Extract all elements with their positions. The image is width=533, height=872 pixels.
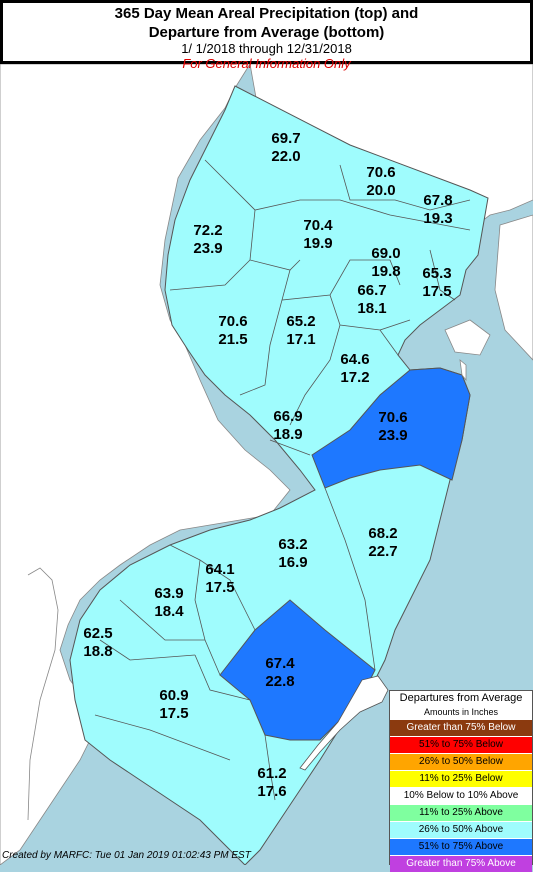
region-precip: 66.7 [357, 282, 387, 299]
title-line-1: 365 Day Mean Areal Precipitation (top) a… [114, 5, 419, 22]
region-value-label: 65.3 17.5 [412, 265, 462, 301]
region-departure: 17.5 [205, 579, 235, 596]
barrier-island [299, 675, 389, 771]
region-departure: 22.7 [368, 543, 398, 560]
legend-item: 51% to 75% Above [390, 838, 532, 855]
title-line-2: Departure from Average (bottom) [148, 24, 385, 41]
region-value-label: 70.6 20.0 [356, 164, 406, 200]
delaware-outline [27, 567, 59, 821]
legend-subtitle: Amounts in Inches [423, 707, 499, 717]
region-value-label: 67.4 22.8 [255, 655, 305, 691]
legend-item: 11% to 25% Above [390, 804, 532, 821]
region-value-label: 69.0 19.8 [361, 245, 411, 281]
region-departure: 18.4 [154, 603, 184, 620]
region-precip: 66.9 [273, 408, 303, 425]
region-departure: 22.8 [265, 673, 295, 690]
legend-item: 26% to 50% Below [390, 753, 532, 770]
region-precip: 70.6 [378, 409, 408, 426]
region-precip: 60.9 [159, 687, 189, 704]
region-value-label: 60.9 17.5 [149, 687, 199, 723]
region-departure: 17.1 [286, 331, 316, 348]
region-departure: 19.8 [371, 263, 401, 280]
region-precip: 64.6 [340, 351, 370, 368]
long-island-tip [494, 214, 533, 361]
region-departure: 17.2 [340, 369, 370, 386]
region-precip: 65.2 [286, 313, 316, 330]
region-precip: 72.2 [193, 222, 223, 239]
region-departure: 23.9 [378, 427, 408, 444]
region-departure: 18.8 [83, 643, 113, 660]
region-precip: 67.4 [265, 655, 295, 672]
legend-item: 10% Below to 10% Above [390, 787, 532, 804]
legend-item: 51% to 75% Below [390, 736, 532, 753]
legend-item: Greater than 75% Below [390, 719, 532, 736]
region-precip: 68.2 [368, 525, 398, 542]
region-departure: 18.1 [357, 300, 387, 317]
region-value-label: 70.6 23.9 [368, 409, 418, 445]
region-precip: 70.6 [366, 164, 396, 181]
region-precip: 70.4 [303, 217, 333, 234]
region-departure: 18.9 [273, 426, 303, 443]
region-value-label: 72.2 23.9 [183, 222, 233, 258]
region-precip: 69.7 [271, 130, 301, 147]
region-departure: 21.5 [218, 331, 248, 348]
region-value-label: 69.7 22.0 [261, 130, 311, 166]
footer-credit: Created by MARFC: Tue 01 Jan 2019 01:02:… [2, 850, 251, 861]
sandy-hook [459, 359, 467, 382]
region-departure: 23.9 [193, 240, 223, 257]
region-departure: 19.3 [423, 210, 453, 227]
region-value-label: 64.6 17.2 [330, 351, 380, 387]
region-precip: 70.6 [218, 313, 248, 330]
region-departure: 16.9 [278, 554, 308, 571]
legend-item: 26% to 50% Above [390, 821, 532, 838]
region-value-label: 67.8 19.3 [413, 192, 463, 228]
staten-island [444, 319, 491, 356]
region-value-label: 63.2 16.9 [268, 536, 318, 572]
region-departure: 17.6 [257, 783, 287, 800]
region-precip: 62.5 [83, 625, 113, 642]
date-range: 1/ 1/2018 through 12/31/2018 [181, 41, 352, 56]
region-value-label: 66.9 18.9 [263, 408, 313, 444]
region-precip: 69.0 [371, 245, 401, 262]
region-precip: 65.3 [422, 265, 452, 282]
region-departure: 19.9 [303, 235, 333, 252]
neighbor-land [0, 63, 291, 865]
region-value-label: 70.4 19.9 [293, 217, 343, 253]
region-value-label: 62.5 18.8 [73, 625, 123, 661]
region-precip: 61.2 [257, 765, 287, 782]
region-value-label: 65.2 17.1 [276, 313, 326, 349]
region-departure: 17.5 [422, 283, 452, 300]
region-precip: 64.1 [205, 561, 235, 578]
monmouth-region [311, 367, 471, 489]
region-value-label: 66.7 18.1 [347, 282, 397, 318]
region-precip: 63.2 [278, 536, 308, 553]
region-value-label: 63.9 18.4 [144, 585, 194, 621]
region-value-label: 64.1 17.5 [195, 561, 245, 597]
map-legend: Departures from Average Amounts in Inche… [389, 690, 533, 872]
legend-item: 11% to 25% Below [390, 770, 532, 787]
region-departure: 17.5 [159, 705, 189, 722]
region-precip: 63.9 [154, 585, 184, 602]
map-title-box: 365 Day Mean Areal Precipitation (top) a… [0, 0, 533, 71]
region-departure: 20.0 [366, 182, 396, 199]
region-departure: 22.0 [271, 148, 301, 165]
county-lines [94, 159, 471, 801]
region-value-label: 70.6 21.5 [208, 313, 258, 349]
region-value-label: 61.2 17.6 [247, 765, 297, 801]
legend-item: Greater than 75% Above [390, 855, 532, 872]
region-value-label: 68.2 22.7 [358, 525, 408, 561]
disclaimer: For General Information Only [182, 56, 351, 71]
region-precip: 67.8 [423, 192, 453, 209]
nj-land [69, 85, 489, 865]
legend-title: Departures from Average [399, 692, 523, 704]
